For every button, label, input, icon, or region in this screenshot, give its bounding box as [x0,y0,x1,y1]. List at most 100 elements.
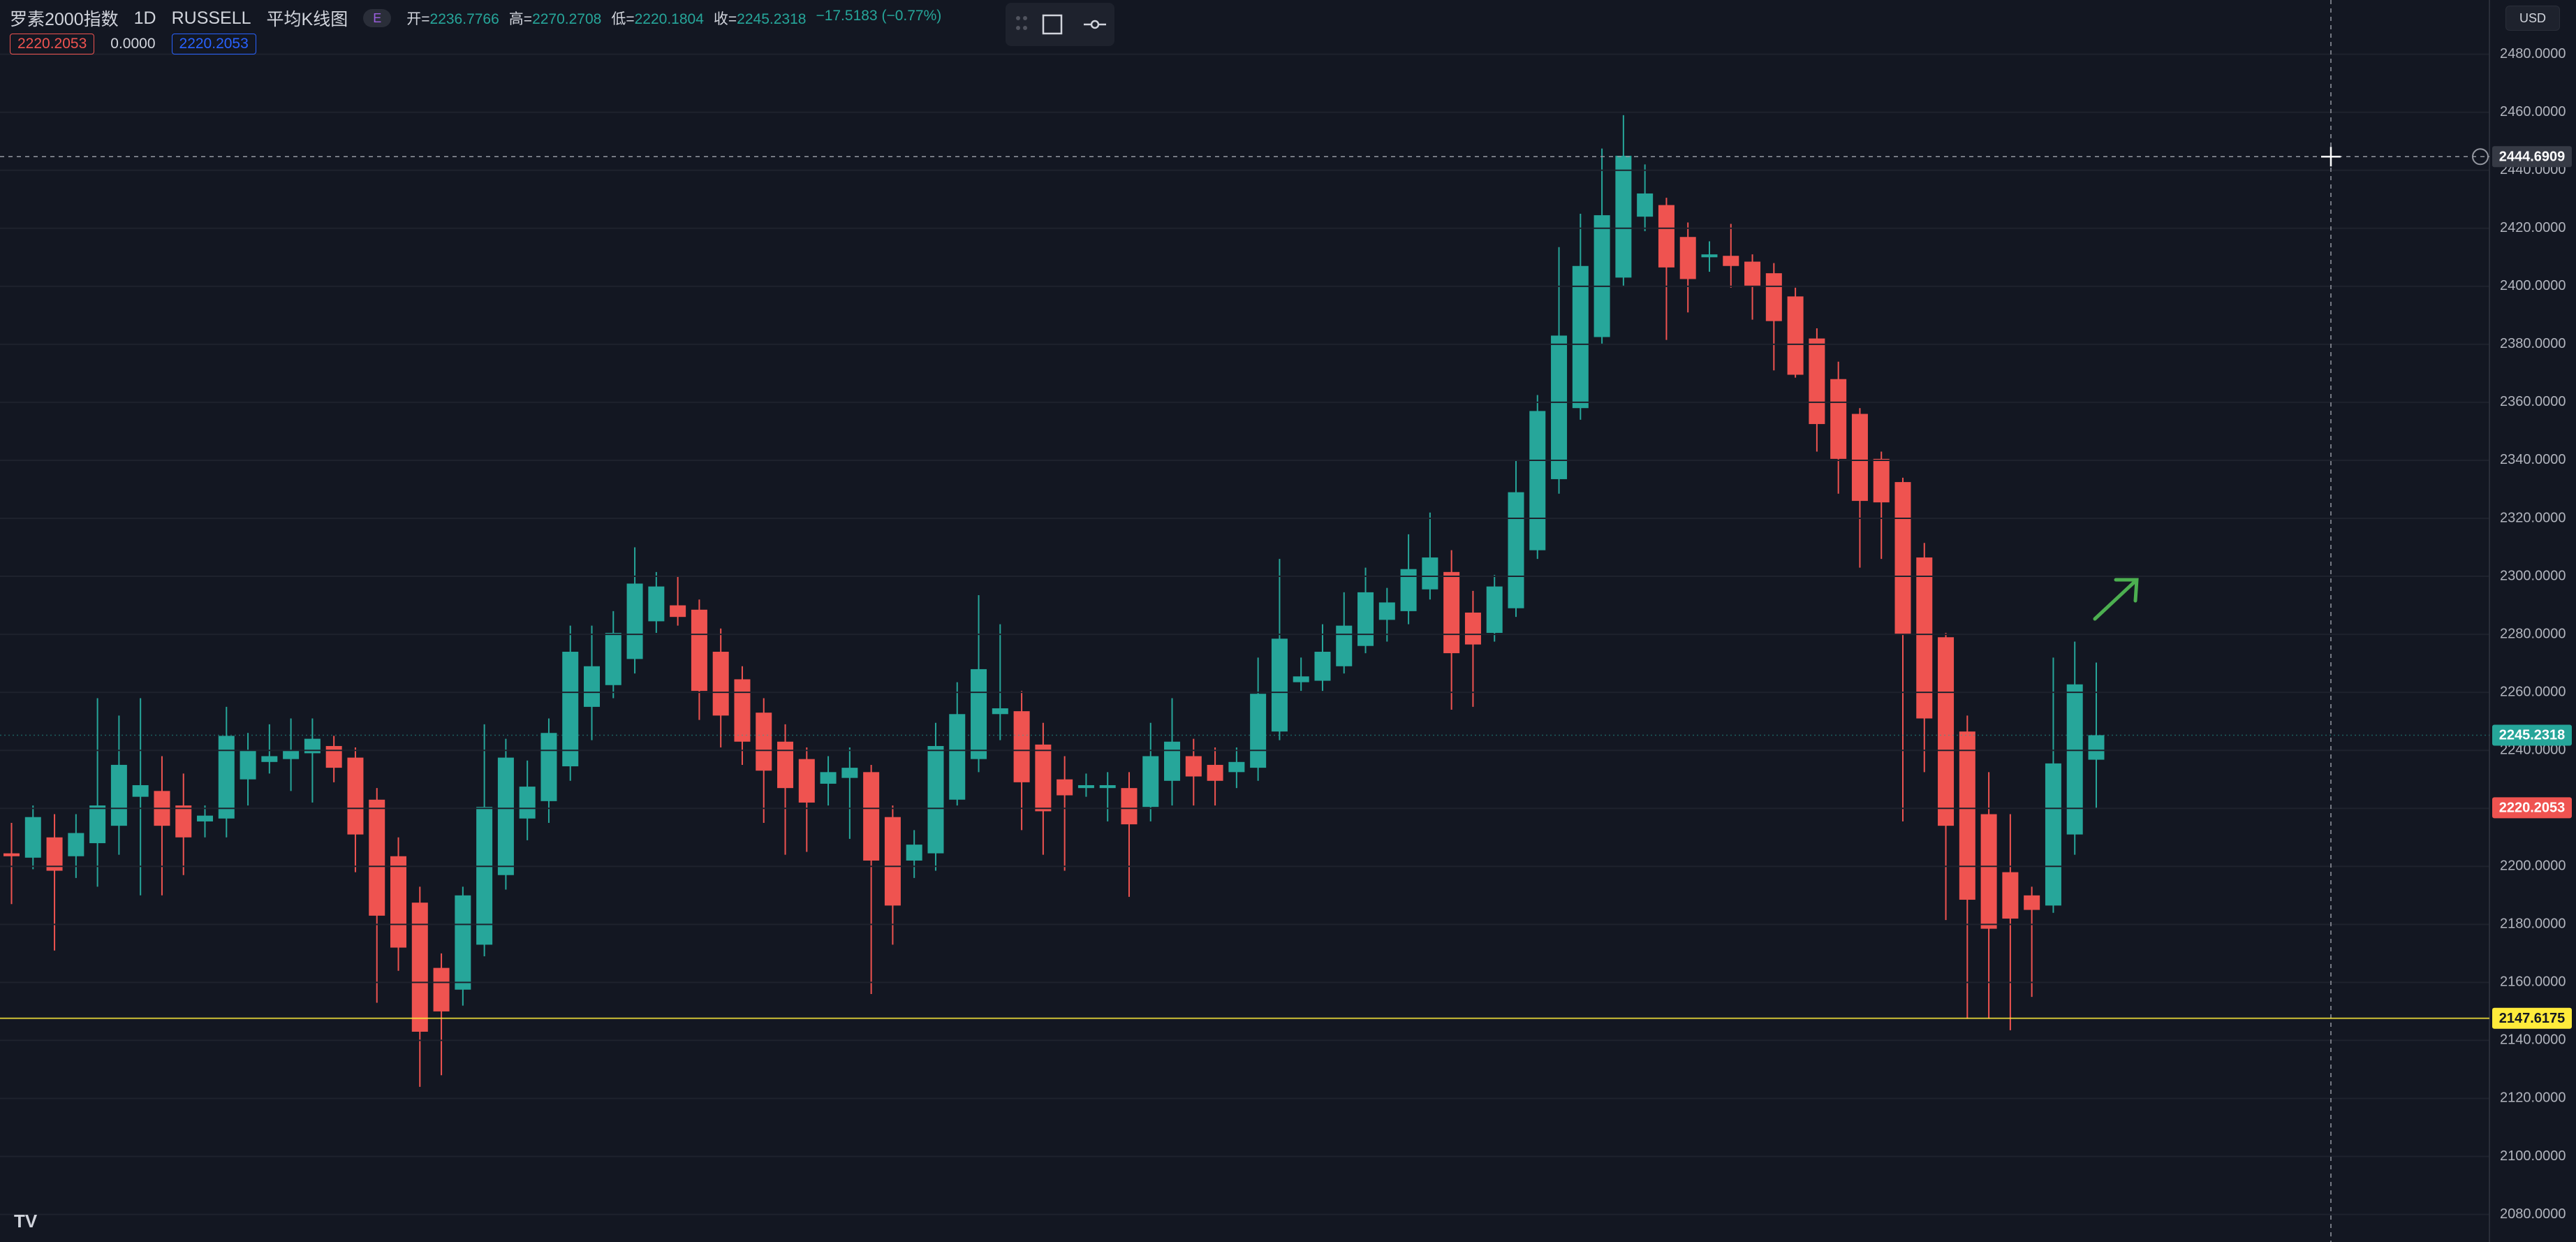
rect-tool[interactable] [1042,14,1063,35]
candle-body [1464,612,1481,645]
candle-body [1723,256,1739,266]
arrow-drawing [2093,578,2139,621]
ohlc-label: 高= [508,11,533,27]
change: −17.5183 (−0.77%) [816,8,942,24]
candle-body [476,807,493,945]
indicator-value: 2220.2053 [171,34,256,54]
indicator-values: 2220.2053 0.0000 2220.2053 [10,34,256,54]
chart-style[interactable]: 平均K线图 [266,10,348,29]
price-tag [2492,1007,2572,1029]
currency-button[interactable]: USD [2505,6,2560,31]
candle-body [132,785,149,797]
candle-body [1400,569,1417,611]
symbol[interactable]: 罗素2000指数 [10,10,119,29]
candle-body [1551,335,1568,479]
candle-body [820,772,837,784]
candle-body [1443,571,1460,654]
candle-body [261,756,278,762]
candle-body [283,750,300,759]
candle-body [1057,779,1073,796]
ohlc-item: 低=2220.1804 [611,8,704,29]
y-tick-label: 2480.0000 [2500,46,2566,61]
candle-body [1013,711,1030,782]
header: 罗素2000指数 1D RUSSELL 平均K线图 E 开=2236.7766 高… [10,6,941,31]
candle-body [1679,237,1696,279]
price-tag-label: 2245.2318 [2499,728,2566,743]
y-tick-label: 2160.0000 [2500,974,2566,990]
candle-body [411,903,428,1032]
candle-body [369,799,385,916]
candle-body [691,609,707,692]
candle-body [1422,557,1438,590]
candle-body [110,764,127,826]
logo: TV [14,1211,38,1232]
candle-body [175,805,192,838]
y-tick-label: 2320.0000 [2500,510,2566,525]
candle-body [1637,193,1654,217]
candle-body [1765,273,1782,321]
candle-body [863,772,880,861]
indicator-value: 0.0000 [110,36,156,52]
y-tick-label: 2420.0000 [2500,220,2566,235]
y-tick-label: 2080.0000 [2500,1206,2566,1222]
candle-body [1830,379,1847,459]
candle-body [670,605,686,618]
interval[interactable]: 1D [133,8,156,28]
price-tag [2492,146,2572,168]
indicator-value: 2220.2053 [10,34,95,54]
ohlc-value: 2245.2318 [737,11,807,27]
candle-body [46,837,63,871]
candle-body [1572,265,1589,409]
price-tag-label: 2444.6909 [2499,149,2566,165]
y-tick-label: 2300.0000 [2500,568,2566,583]
candle-body [1529,411,1546,550]
candle-body [218,736,235,819]
y-tick-label: 2120.0000 [2500,1090,2566,1106]
candle-body [1486,586,1503,634]
candle-body [1851,414,1868,502]
candle-body [1658,205,1675,268]
candle-body [1314,652,1331,681]
toolbar [1006,3,1114,46]
candle-body [1228,761,1245,773]
candle-body [24,817,41,858]
candle-body [240,750,256,780]
candle-body [1185,756,1202,777]
crosshair-cursor [2321,147,2341,167]
candle-body [1035,744,1052,812]
candle-body [1894,482,1911,635]
candle-body [68,833,84,856]
candle-body [605,633,621,685]
ohlc-label: 低= [611,11,635,27]
candle-body [540,733,557,801]
candle-body [756,713,772,771]
candle-body [1271,638,1288,732]
candle-body [2024,895,2040,910]
candle-body [626,583,643,659]
ohlc: 开=2236.7766 高=2270.2708 低=2220.1804 收=2245.… [406,8,941,29]
candle-body [1873,458,1890,503]
ohlc-label: 开= [406,11,430,27]
candle-body [2002,872,2019,919]
add-alert-button[interactable] [2472,148,2489,166]
candles [3,115,2105,1087]
candle-body [841,768,858,778]
y-tick-label: 2140.0000 [2500,1032,2566,1048]
y-tick-label: 2200.0000 [2500,859,2566,874]
candle-body [1615,155,1632,278]
y-tick-label: 2180.0000 [2500,916,2566,932]
candle-body [1744,261,1761,286]
y-tick-label: 2240.0000 [2500,742,2566,757]
ohlc-item: 开=2236.7766 [406,8,499,29]
candle-body [455,895,471,990]
candle-body [584,666,601,707]
candle-body [1099,785,1116,789]
candle-body [497,757,514,875]
ohlc-label: 收= [713,11,737,27]
candle-body [734,679,751,742]
candle-body [433,967,450,1011]
candle-body [1336,625,1353,666]
candle-body [1701,254,1718,258]
